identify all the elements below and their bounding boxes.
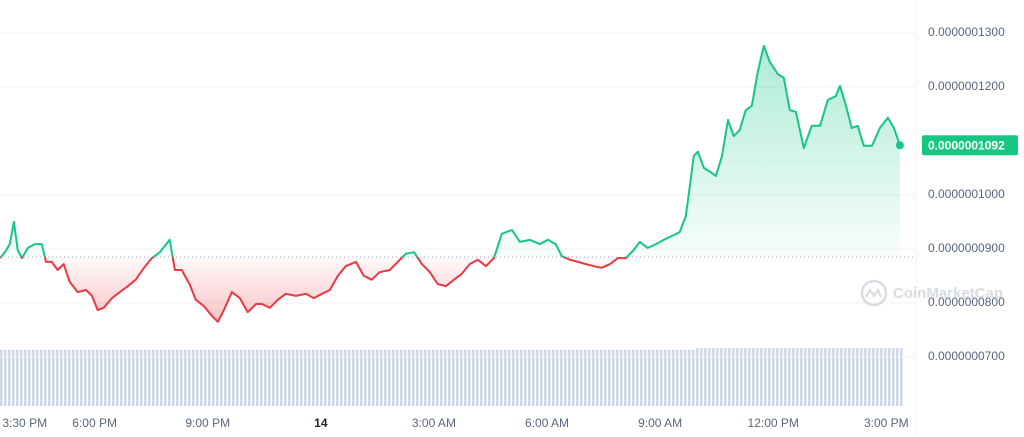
y-tick-label: 0.0000000900 — [928, 241, 1005, 255]
y-tick-label: 0.0000000700 — [928, 349, 1005, 363]
x-tick-label: 3:00 PM — [864, 416, 909, 430]
price-line — [0, 44, 901, 323]
volume-bars — [0, 350, 903, 406]
price-tag-label: 0.0000001092 — [928, 138, 1005, 152]
x-tick-label: 3:00 AM — [412, 416, 456, 430]
y-tick-label: 0.0000001000 — [928, 187, 1005, 201]
volume-bars — [695, 348, 903, 352]
y-tick-label: 0.0000001300 — [928, 25, 1005, 39]
x-tick-label: 9:00 PM — [185, 416, 230, 430]
watermark: CoinMarketCap — [860, 279, 1003, 307]
y-tick-label: 0.0000001200 — [928, 79, 1005, 93]
x-tick-label: 6:00 PM — [72, 416, 117, 430]
area-fill — [0, 45, 900, 322]
x-tick-label: 14 — [314, 416, 328, 430]
x-tick-label: 6:00 AM — [525, 416, 569, 430]
y-tick-label: 0.0000000800 — [928, 295, 1005, 309]
x-tick-label: 12:00 PM — [748, 416, 799, 430]
last-point — [895, 141, 904, 150]
price-tag — [922, 135, 1018, 156]
x-tick-label: 3:30 PM — [2, 416, 47, 430]
x-tick-label: 9:00 AM — [638, 416, 682, 430]
watermark-text: CoinMarketCap — [893, 285, 1003, 302]
